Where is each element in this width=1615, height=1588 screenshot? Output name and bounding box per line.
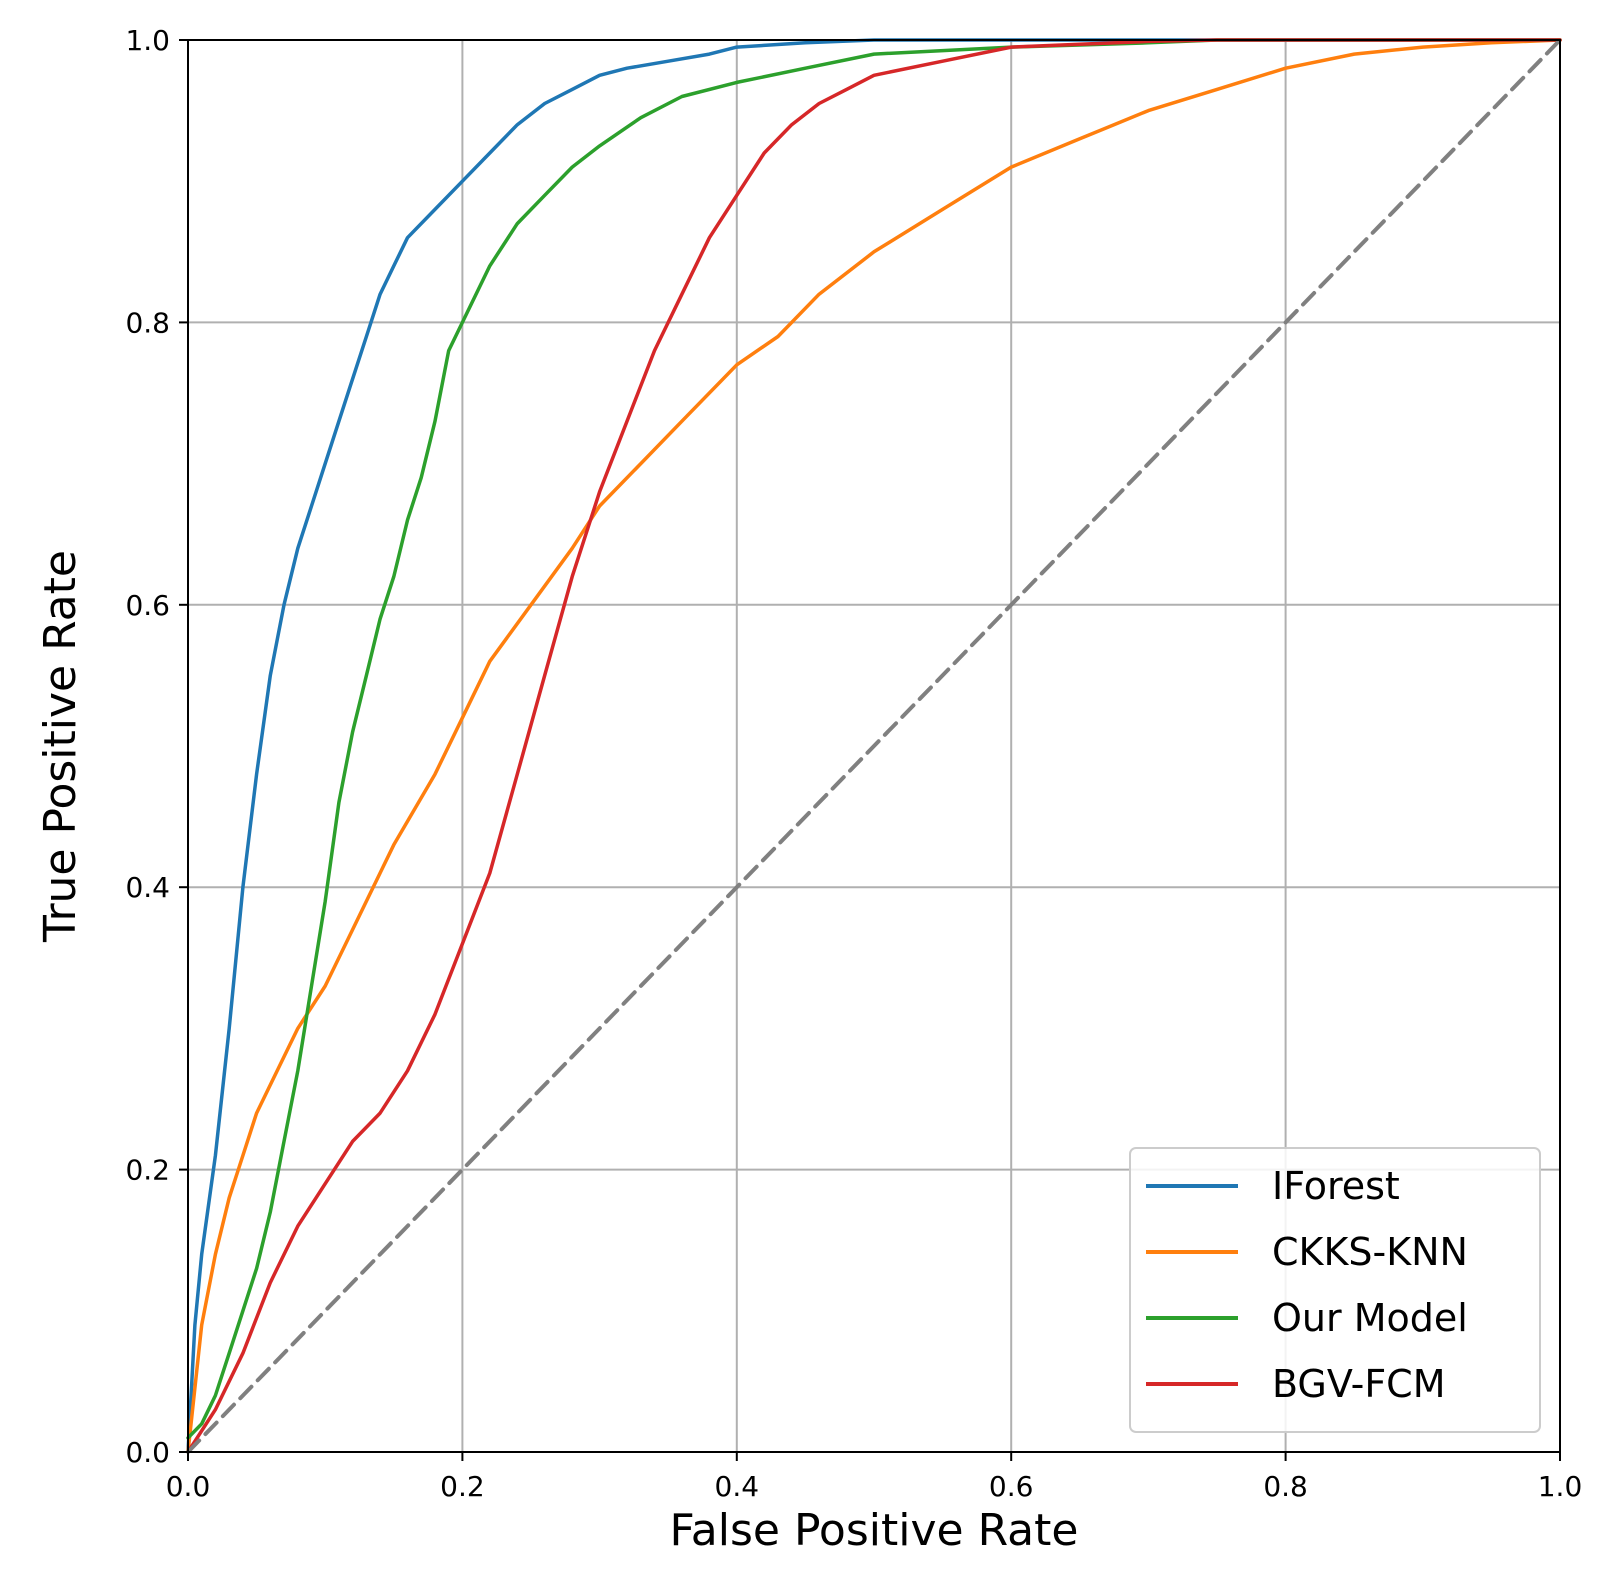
x-tick-label: 0.0 <box>166 1470 211 1503</box>
y-tick-label: 0.0 <box>125 1436 170 1469</box>
y-tick-label: 0.4 <box>125 871 170 904</box>
y-tick-label: 1.0 <box>125 24 170 57</box>
legend-label-our-model: Our Model <box>1272 1296 1468 1340</box>
x-tick-label: 0.6 <box>989 1470 1034 1503</box>
legend-label-bgv-fcm: BGV-FCM <box>1272 1362 1446 1406</box>
y-tick-label: 0.8 <box>125 306 170 339</box>
legend-label-iforest: IForest <box>1272 1164 1400 1208</box>
legend: IForest CKKS-KNN Our Model BGV-FCM <box>1129 1147 1541 1433</box>
axis-ticks: 0.0 0.2 0.4 0.6 0.8 1.0 0.0 0.2 0.4 0.6 0.8 1.0 <box>125 24 1582 1503</box>
plot-series <box>186 38 1562 1454</box>
y-tick-label: 0.2 <box>125 1154 170 1187</box>
x-tick-label: 0.8 <box>1263 1470 1308 1503</box>
legend-box <box>1129 1147 1541 1433</box>
y-tick-label: 0.6 <box>125 589 170 622</box>
y-axis-label: True Positive Rate <box>35 550 86 943</box>
x-tick-label: 0.4 <box>715 1470 760 1503</box>
x-tick-label: 0.2 <box>440 1470 485 1503</box>
plot-frame <box>187 39 1561 1453</box>
series-line-iforest <box>186 38 1562 1454</box>
x-axis-label: False Positive Rate <box>670 1505 1079 1556</box>
series-line-ckks-knn <box>186 38 1562 1454</box>
x-tick-label: 1.0 <box>1538 1470 1583 1503</box>
series-line-bgv-fcm <box>186 38 1562 1454</box>
series-line-chance <box>186 38 1562 1454</box>
series-line-our-model <box>186 38 1562 1440</box>
legend-label-ckks-knn: CKKS-KNN <box>1272 1230 1468 1274</box>
